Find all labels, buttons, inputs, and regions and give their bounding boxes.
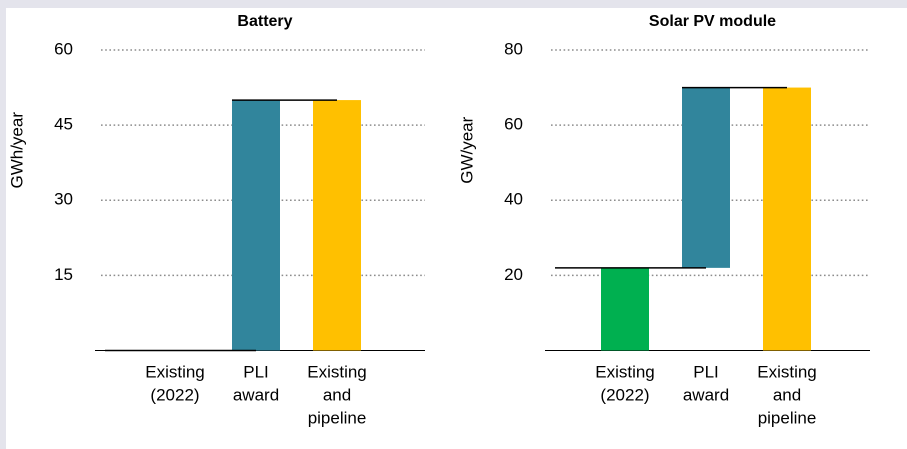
x-tick-label: PLI award	[683, 363, 729, 405]
x-tick-label-line: (2022)	[600, 386, 649, 405]
y-tick-label: 45	[54, 115, 73, 134]
x-tick-label-line: and	[773, 386, 801, 405]
bar	[601, 267, 649, 351]
y-tick-label: 20	[504, 265, 523, 284]
x-tick-label-line: Existing	[595, 363, 655, 382]
x-tick-label-line: Existing	[307, 363, 367, 382]
bar	[232, 100, 280, 351]
bar	[313, 100, 361, 351]
charts: Battery GWh/year 15 30 45 60 Existing (2022) PLI…	[6, 8, 907, 449]
y-tick-label: 80	[504, 39, 523, 58]
y-tick-label: 60	[54, 39, 73, 58]
x-tick-label: Existing (2022)	[145, 363, 205, 405]
y-axis-label: GWh/year	[7, 112, 26, 189]
chart-title: Solar PV module	[649, 13, 776, 30]
x-tick-label-line: PLI	[693, 363, 719, 382]
x-tick-label: Existing (2022)	[595, 363, 655, 405]
y-tick-label: 60	[504, 115, 523, 134]
y-axis-label: GW/year	[457, 116, 476, 183]
x-tick-label-line: pipeline	[758, 409, 817, 428]
x-tick-label-line: Existing	[757, 363, 817, 382]
x-tick-label-line: award	[233, 386, 279, 405]
x-tick-label: Existing and pipeline	[757, 363, 817, 428]
x-tick-label: Existing and pipeline	[307, 363, 367, 428]
x-tick-label: PLI award	[233, 363, 279, 405]
y-tick-label: 15	[54, 265, 73, 284]
y-tick-label: 40	[504, 190, 523, 209]
bar	[763, 87, 811, 351]
chart-title: Battery	[237, 13, 292, 30]
x-tick-label-line: pipeline	[308, 409, 367, 428]
x-tick-label-line: and	[323, 386, 351, 405]
x-tick-label-line: PLI	[243, 363, 269, 382]
x-tick-label-line: award	[683, 386, 729, 405]
x-tick-label-line: Existing	[145, 363, 205, 382]
x-tick-label-line: (2022)	[150, 386, 199, 405]
bar	[682, 87, 730, 268]
y-tick-label: 30	[54, 190, 73, 209]
